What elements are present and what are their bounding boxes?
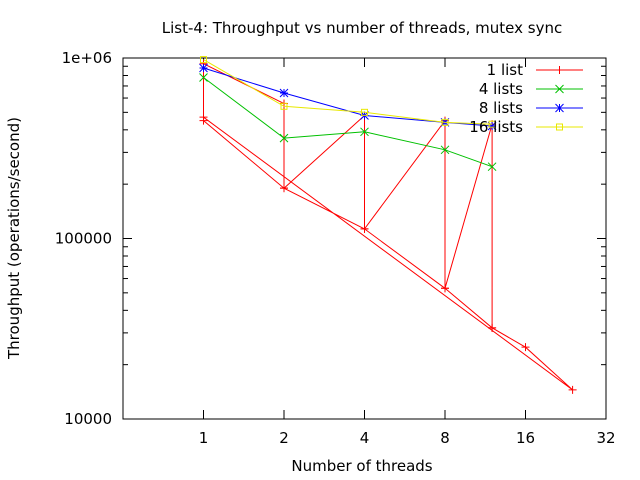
x-tick-label: 1	[199, 429, 209, 447]
series-8-lists	[199, 63, 497, 131]
data-point-16-lists	[200, 56, 207, 64]
y-axis-label: Throughput (operations/second)	[5, 117, 23, 360]
legend-label-1-list: 1 list	[487, 61, 523, 79]
data-point-1-list	[521, 343, 530, 352]
series-4-lists	[199, 73, 497, 172]
series-16-lists	[200, 56, 496, 128]
data-point-8-lists	[487, 121, 497, 131]
data-point-1-list	[441, 284, 449, 293]
data-point-16-lists	[441, 118, 449, 126]
data-point-16-lists	[361, 108, 368, 116]
series-line-8-lists	[203, 67, 493, 127]
legend-label-4-lists: 4 lists	[479, 80, 523, 98]
data-point-1-list	[199, 113, 208, 122]
legend-marker-4-lists	[555, 84, 564, 94]
legend-label-16-lists: 16 lists	[469, 118, 523, 136]
legend-label-8-lists: 8 lists	[479, 99, 523, 117]
x-tick-label: 16	[516, 429, 535, 447]
data-point-4-lists	[360, 127, 369, 137]
data-point-1-list	[360, 224, 369, 233]
x-tick-label: 4	[360, 429, 370, 447]
data-point-1-list	[280, 184, 288, 193]
legend-marker-16-lists	[556, 123, 563, 131]
series-layer	[199, 56, 577, 394]
x-tick-label: 8	[440, 429, 450, 447]
data-point-4-lists	[199, 73, 208, 82]
axes: 1 2 4 8 16 32 10000 100000 1e+06	[55, 49, 616, 447]
data-point-4-lists	[279, 133, 289, 143]
x-axis-label: Number of threads	[291, 457, 432, 475]
x-tick-label: 32	[596, 429, 615, 447]
chart-title: List-4: Throughput vs number of threads,…	[162, 19, 562, 37]
series-line-16-lists	[203, 59, 493, 125]
data-point-4-lists	[487, 162, 497, 172]
data-point-1-list	[488, 323, 497, 332]
data-point-16-lists	[488, 120, 496, 128]
y-tick-label: 10000	[64, 410, 112, 428]
x-tick-label: 2	[279, 429, 289, 447]
data-point-8-lists	[279, 88, 289, 98]
legend-marker-1-list	[555, 66, 564, 74]
legend-marker-8-lists	[555, 103, 564, 113]
data-point-4-lists	[440, 145, 450, 155]
data-point-8-lists	[199, 63, 208, 73]
data-point-1-list	[568, 385, 577, 394]
y-tick-label: 1e+06	[62, 49, 112, 67]
y-tick-label: 100000	[55, 230, 112, 248]
data-point-16-lists	[280, 102, 288, 110]
